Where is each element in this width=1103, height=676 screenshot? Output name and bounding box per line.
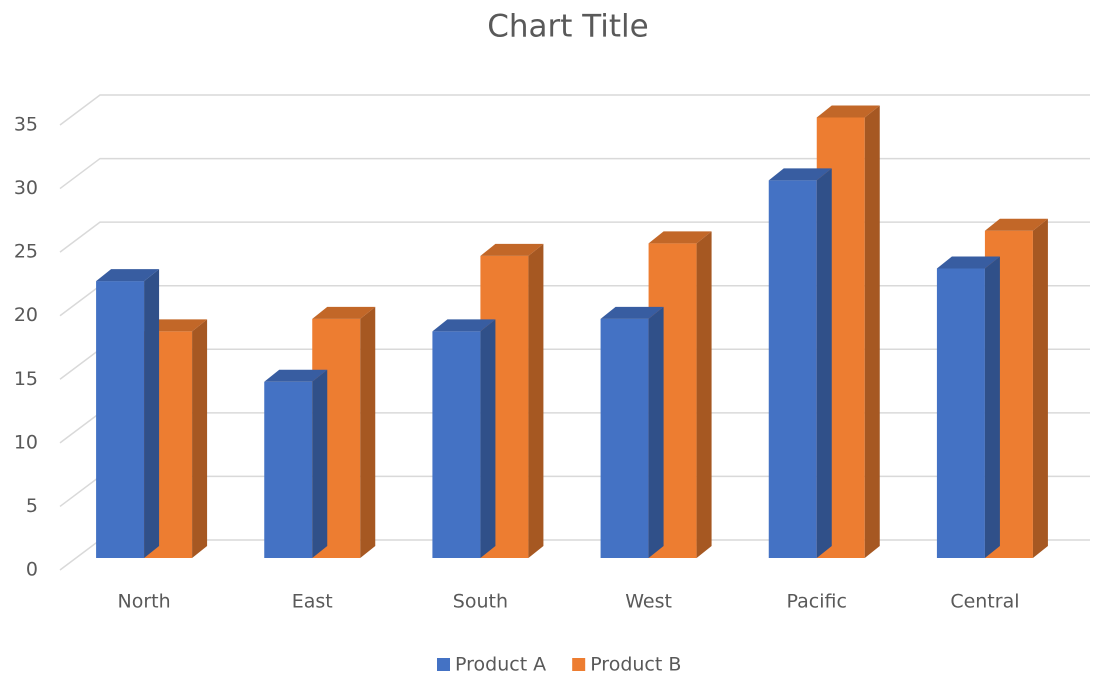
bar-top [432,319,496,332]
bar-top [768,168,832,181]
grid-line [59,475,1090,508]
chart-title: Chart Title [487,9,648,45]
y-tick-label: 10 [14,431,38,453]
bar-top [936,256,1000,269]
bar-top [312,306,376,319]
bar-side [1032,218,1048,558]
bar-side [144,269,160,558]
grid-line [59,284,1090,317]
bar-top [648,231,712,244]
y-tick-label: 30 [14,177,38,199]
bar [768,168,832,558]
bar-top [264,369,328,382]
bar-front [432,331,481,558]
y-tick-label: 0 [26,559,38,581]
bar [432,319,496,558]
grid-line [59,539,1090,571]
y-tick-label: 5 [26,495,38,517]
bar [264,369,328,558]
bar-side [816,168,832,558]
legend-label: Product B [590,654,681,676]
x-tick-label: East [292,591,333,613]
legend-label: Product A [455,654,546,676]
grid-line [59,412,1090,444]
x-tick-label: Pacific [787,591,847,613]
grid-line [59,221,1090,253]
bar-side [648,306,664,558]
bar-side [984,256,1000,558]
bar-side [864,105,880,558]
y-tick-label: 35 [14,114,38,136]
bar-side [312,369,328,558]
x-tick-label: South [453,591,508,613]
bar-side [696,231,712,559]
bar-side [480,319,496,558]
bar-top [600,306,664,319]
x-tick-label: West [625,591,672,613]
x-tick-label: Central [950,591,1019,613]
grid-line [59,94,1090,126]
y-tick-label: 20 [14,304,38,326]
bar-front [600,318,649,558]
bar [936,256,1000,558]
bar-top [480,243,544,256]
bar-side [528,243,544,558]
bar [96,269,160,558]
bar-top [144,319,208,332]
bar-front [96,281,145,558]
bar-top [96,269,160,282]
bar-top [816,105,880,118]
bar-front [264,381,313,558]
legend-swatch [437,658,450,671]
bar-top [984,218,1048,231]
y-tick-label: 25 [14,241,38,263]
legend-swatch [572,658,586,671]
bar-side [192,319,208,558]
bar [600,306,664,558]
grid-line [59,348,1090,380]
y-tick-label: 15 [14,368,38,390]
grid-line [59,157,1090,190]
x-tick-label: North [118,591,171,613]
bar-side [360,306,376,558]
bar-front [936,268,985,558]
bar-front [768,180,817,558]
